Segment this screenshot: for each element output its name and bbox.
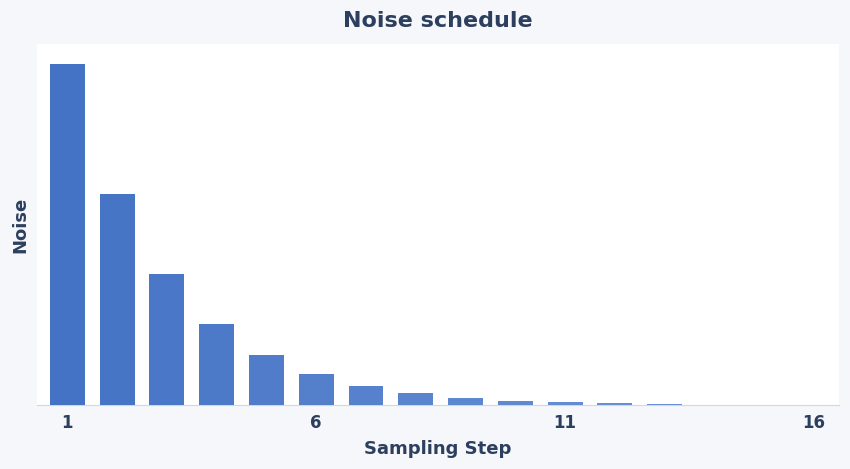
Bar [399, 393, 434, 405]
Bar [498, 401, 533, 405]
Bar [547, 402, 582, 405]
Bar [50, 64, 85, 405]
Title: Noise schedule: Noise schedule [343, 11, 533, 31]
Bar [299, 374, 334, 405]
Bar [348, 386, 383, 405]
Bar [598, 403, 632, 405]
Bar [448, 398, 483, 405]
Y-axis label: Noise: Noise [11, 197, 29, 253]
Bar [199, 324, 234, 405]
Bar [99, 194, 134, 405]
Bar [647, 404, 682, 405]
Bar [249, 355, 284, 405]
Bar [150, 274, 184, 405]
X-axis label: Sampling Step: Sampling Step [365, 440, 512, 458]
